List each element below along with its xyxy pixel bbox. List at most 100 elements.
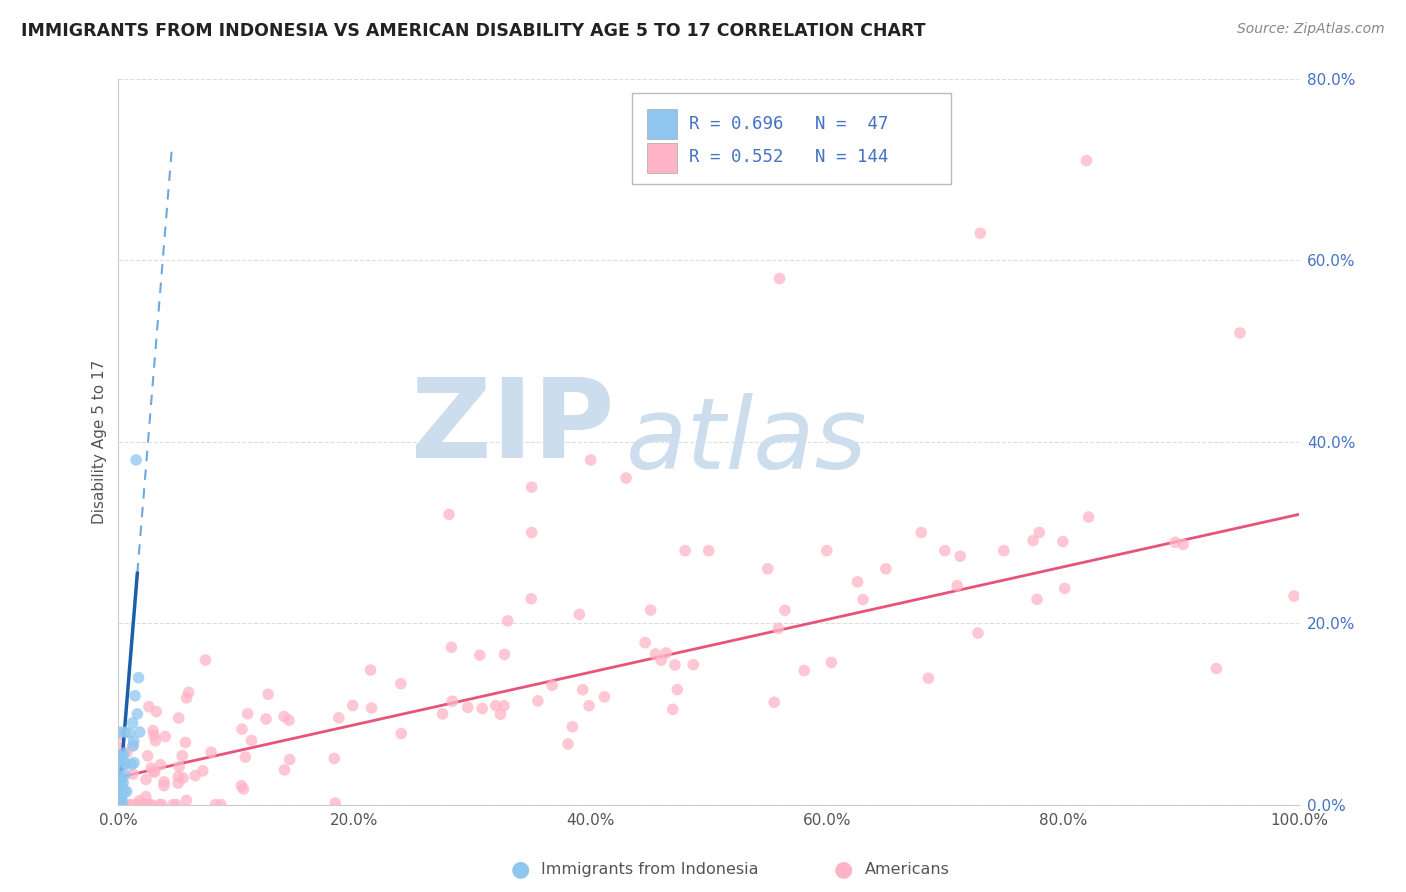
Point [135,772,157,787]
Point [110,772,132,787]
Point [793,664,815,678]
Point [768,622,790,636]
Point [110,789,132,804]
Point [468,648,491,662]
Point [110,791,132,805]
Point [111,796,134,810]
Point [128,725,150,739]
Point [108,797,131,812]
Point [110,772,132,786]
Point [114,797,136,812]
Point [571,682,593,697]
Point [108,791,131,805]
Point [875,562,897,576]
Point [820,656,842,670]
Point [132,797,155,812]
Point [240,733,263,747]
Point [644,647,666,661]
Point [114,725,136,739]
Point [111,780,134,794]
Point [568,607,591,622]
Point [127,706,149,721]
Point [520,591,543,606]
Point [142,728,165,742]
Point [110,725,132,739]
Point [167,760,190,774]
Point [128,794,150,808]
Point [122,738,145,752]
Point [323,751,346,765]
Point [110,785,132,799]
Point [200,745,222,759]
Point [917,671,939,685]
Point [492,698,515,713]
Point [949,549,972,564]
Point [111,789,134,804]
Point [194,653,217,667]
Point [108,740,131,755]
Point [124,689,146,703]
Point [108,754,131,768]
Point [143,765,166,780]
Point [846,574,869,589]
Point [136,748,159,763]
Point [561,720,583,734]
Point [122,739,145,753]
Point [110,780,132,795]
Point [108,763,131,777]
Point [110,789,132,804]
Point [664,658,686,673]
Point [993,543,1015,558]
Point [527,694,550,708]
Point [360,701,382,715]
Point [441,694,464,708]
Point [673,543,696,558]
Point [112,746,135,760]
Point [110,794,132,808]
Point [148,797,170,812]
Point [134,797,156,812]
Point [153,779,176,793]
Point [108,780,131,795]
Point [278,752,301,766]
Point [111,778,134,792]
Point [666,682,689,697]
Point [756,562,779,576]
Text: atlas: atlas [626,393,868,491]
Point [437,508,460,522]
Point [108,796,131,810]
Point [177,685,200,699]
Point [969,226,991,240]
Point [184,769,207,783]
Point [167,711,190,725]
Point [108,776,131,790]
Point [768,271,790,285]
Point [254,712,277,726]
Point [145,705,167,719]
Point [967,626,990,640]
Point [121,716,143,731]
Text: ●: ● [834,860,853,880]
Point [496,614,519,628]
Text: ●: ● [510,860,530,880]
Point [209,797,232,812]
Point [494,648,516,662]
Point [111,750,134,764]
Point [139,761,162,775]
Text: ZIP: ZIP [411,374,614,481]
Point [231,722,253,736]
Point [1076,153,1098,168]
Point [1026,592,1049,607]
Point [162,797,184,812]
Point [112,783,135,797]
Point [172,748,194,763]
Point [108,783,131,797]
Point [1052,534,1074,549]
Point [342,698,364,713]
Point [176,793,198,807]
Point [142,764,165,779]
Point [118,726,141,740]
Point [110,776,132,790]
Point [149,757,172,772]
Point [125,797,148,812]
